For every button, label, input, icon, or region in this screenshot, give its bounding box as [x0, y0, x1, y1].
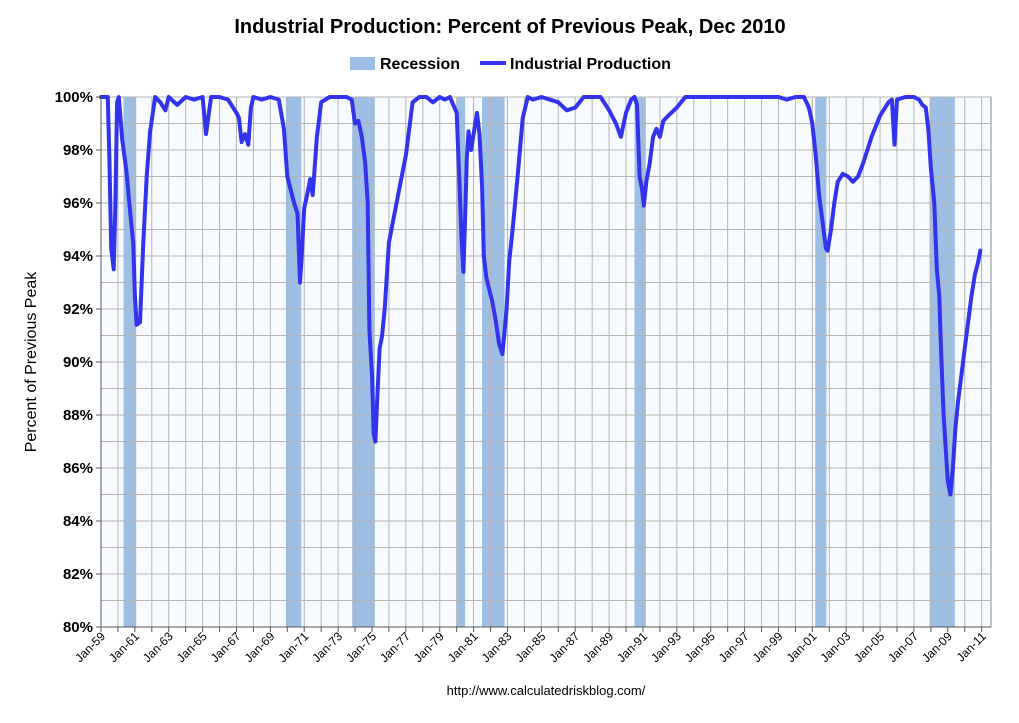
series-line-industrial-production — [99, 95, 983, 497]
x-tick-label: Jan-87 — [546, 629, 582, 665]
x-tick-label: Jan-79 — [411, 629, 447, 665]
x-tick-label: Jan-75 — [343, 629, 379, 665]
x-tick-label: Jan-67 — [208, 629, 244, 665]
chart-title: Industrial Production: Percent of Previo… — [234, 16, 785, 38]
x-axis: Jan-59Jan-61Jan-63Jan-65Jan-67Jan-69Jan-… — [72, 626, 991, 665]
y-tick-label: 90% — [63, 354, 93, 371]
x-tick-label: Jan-07 — [885, 629, 921, 665]
series-layer — [99, 95, 983, 497]
x-tick-label: Jan-11 — [954, 629, 989, 664]
x-tick-label: Jan-81 — [445, 629, 481, 665]
x-tick-label: Jan-73 — [309, 629, 345, 665]
y-tick-label: 88% — [63, 407, 93, 424]
y-tick-label: 82% — [63, 566, 93, 583]
y-tick-label: 98% — [63, 142, 93, 159]
x-tick-label: Jan-97 — [716, 629, 752, 665]
legend-swatch-recession — [350, 57, 375, 70]
x-tick-label: Jan-01 — [784, 629, 820, 665]
x-tick-label: Jan-85 — [513, 629, 549, 665]
x-tick-label: Jan-89 — [580, 629, 616, 665]
y-tick-label: 84% — [63, 513, 93, 530]
y-tick-label: 86% — [63, 460, 93, 477]
y-tick-label: 80% — [63, 619, 93, 636]
x-tick-label: Jan-71 — [276, 629, 312, 665]
y-axis-label: Percent of Previous Peak — [23, 271, 40, 453]
legend: Recession Industrial Production — [350, 56, 671, 73]
x-tick-label: Jan-63 — [140, 629, 176, 665]
x-tick-label: Jan-95 — [682, 629, 718, 665]
x-tick-label: Jan-05 — [851, 629, 887, 665]
y-tick-label: 94% — [63, 248, 93, 265]
y-tick-label: 92% — [63, 301, 93, 318]
x-tick-label: Jan-91 — [614, 629, 650, 665]
grid-lines — [100, 96, 991, 628]
y-axis: 80% 82% 84% 86% 88% 90% 92% 94% 96% 98% 100% — [55, 89, 102, 636]
y-tick-label: 100% — [55, 89, 93, 106]
x-tick-label: Jan-83 — [479, 629, 515, 665]
x-tick-label: Jan-99 — [750, 629, 786, 665]
source-url: http://www.calculatedriskblog.com/ — [447, 683, 646, 698]
x-tick-label: Jan-03 — [817, 629, 853, 665]
x-tick-label: Jan-61 — [106, 629, 142, 665]
x-tick-label: Jan-65 — [174, 629, 210, 665]
legend-label-industrial-production: Industrial Production — [510, 56, 671, 73]
x-tick-label: Jan-69 — [242, 629, 278, 665]
y-tick-label: 96% — [63, 195, 93, 212]
x-tick-label: Jan-77 — [377, 629, 413, 665]
x-tick-label: Jan-09 — [919, 629, 955, 665]
x-tick-label: Jan-93 — [648, 629, 684, 665]
legend-label-recession: Recession — [380, 56, 460, 73]
